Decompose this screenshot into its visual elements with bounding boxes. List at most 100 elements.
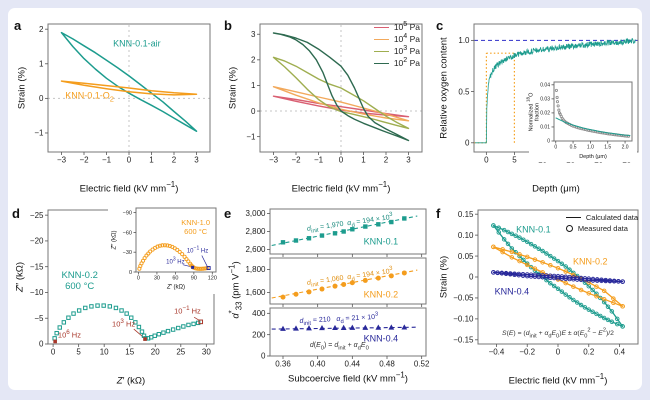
svg-text:−0.05: −0.05: [453, 294, 474, 303]
svg-text:0: 0: [554, 144, 557, 150]
legend-label: 105 Pa: [393, 20, 420, 32]
panel-letter-e: e: [224, 206, 232, 221]
axis-label-y-d: Z″ (kΩ): [14, 262, 26, 292]
axis-label-y-ci: Normalized 18O fraction: [525, 92, 541, 131]
svg-text:10: 10: [100, 348, 109, 357]
svg-text:0.01: 0.01: [540, 125, 550, 131]
svg-text:−30: −30: [123, 250, 132, 256]
svg-text:−1: −1: [246, 132, 256, 141]
svg-text:0.15: 0.15: [458, 210, 474, 219]
circle-swatch-icon: [565, 225, 573, 232]
svg-text:0: 0: [484, 156, 489, 165]
legend-item: Measured data: [565, 224, 638, 233]
axis-label-y-c: Relative oxygen content: [438, 37, 450, 139]
svg-text:3: 3: [194, 156, 199, 165]
svg-text:1: 1: [39, 60, 44, 69]
svg-text:−1: −1: [102, 156, 112, 165]
svg-text:1,800: 1,800: [245, 265, 266, 274]
legend-item: Calculated data: [565, 213, 638, 222]
svg-text:1,600: 1,600: [245, 288, 266, 297]
annotation-a: KNN-0.1-O2: [65, 90, 114, 104]
svg-text:2: 2: [172, 156, 177, 165]
svg-text:0: 0: [261, 352, 266, 361]
svg-text:30: 30: [202, 348, 211, 357]
svg-text:1: 1: [149, 156, 154, 165]
axis-label-x-b: Electric field (kV mm−1): [291, 179, 391, 194]
annotation-f: S(E) = (dinit + αdE0)E ± α(E02 − E2)/2: [502, 327, 614, 339]
axis-label-x-d: Z′ (kΩ): [116, 374, 146, 386]
svg-text:200: 200: [252, 330, 266, 339]
panel-c-inset: 0 0.5 1.0 1.5 2.0 0 0.01 0.02 0.03 0.04 Depth (μm…: [525, 74, 637, 162]
legend-item: 103 Pa: [373, 45, 420, 56]
axis-label-subcoercive-field: Subcoercive field (kV mm−1): [288, 370, 408, 385]
svg-text:2: 2: [39, 25, 44, 34]
svg-text:2,800: 2,800: [245, 227, 266, 236]
svg-text:2.0: 2.0: [622, 144, 629, 150]
svg-text:−60: −60: [123, 230, 132, 236]
line-swatch-icon: [373, 38, 389, 40]
annotation-di: 103 Hz: [166, 256, 185, 266]
svg-text:1: 1: [361, 156, 366, 165]
svg-text:2: 2: [251, 56, 256, 65]
svg-text:0.2: 0.2: [583, 348, 595, 357]
svg-text:0: 0: [465, 139, 470, 148]
panel-letter-a: a: [14, 18, 22, 33]
panel-letter-d: d: [12, 206, 20, 221]
annotation-a: KNN-0.1-air: [113, 38, 161, 49]
chart-e-knn01: 2,600 2,800 3,000: [245, 208, 427, 257]
svg-text:0.44: 0.44: [345, 360, 361, 369]
chart-e-knn04: 0.36 0.40 0.44 0.48 0.52 0 200 400: [252, 307, 430, 369]
legend-f: Calculated data Measured data: [565, 213, 638, 233]
legend-label: Measured data: [577, 224, 628, 233]
axis-label-x-f: Electric field (kV mm−1): [508, 371, 608, 386]
svg-text:0.05: 0.05: [458, 252, 474, 261]
chart-c-inset-18O-fraction: 0 0.5 1.0 1.5 2.0 0 0.01 0.02 0.03 0.04: [540, 81, 633, 150]
annotation-di: KNN-1.0 600 °C: [181, 218, 211, 237]
svg-text:−15: −15: [30, 262, 44, 271]
axis-label-x-c: Depth (μm): [532, 182, 580, 194]
svg-text:0: 0: [251, 107, 256, 116]
panel-d: d 0 5 10 15 20 25 30 0 −5 −10 −15 −20 −25 0 30 60 90 120…: [10, 198, 222, 390]
svg-text:0: 0: [339, 156, 344, 165]
svg-text:−3: −3: [57, 156, 67, 165]
svg-text:0.5: 0.5: [458, 87, 470, 96]
svg-text:0.52: 0.52: [414, 360, 430, 369]
panel-e: e d*33 (pm V−1) Subcoercive field (kV mm…: [222, 198, 434, 390]
panel-c: c 051015202500.51.0 00.51.01.52.000.010.…: [434, 10, 646, 198]
svg-text:2,600: 2,600: [245, 245, 266, 254]
line-swatch-icon: [565, 217, 581, 218]
line-swatch-icon: [373, 62, 389, 64]
panel-d-inset: 0 30 60 90 120 0 −30 −60 −90 KNN-1.0 600 °C 103 Hz…: [108, 204, 220, 294]
axis-label-d33: d*33 (pm V−1): [227, 261, 244, 319]
svg-text:0.5: 0.5: [570, 144, 577, 150]
svg-text:5: 5: [76, 348, 81, 357]
line-swatch-icon: [373, 26, 389, 28]
legend-label: Calculated data: [585, 213, 638, 222]
annotation-d: 103 Hz: [112, 318, 136, 329]
svg-text:−5: −5: [34, 314, 44, 323]
svg-text:30: 30: [154, 276, 160, 282]
legend-label: 102 Pa: [393, 56, 420, 68]
svg-text:3: 3: [406, 156, 411, 165]
svg-text:1: 1: [251, 81, 256, 90]
annotation-d: KNN-0.2 600 °C: [61, 269, 98, 293]
figure-card: a −3 −2 −1 0 1 2 3 −1 0 1 2 KNN-0.1-air KNN-0.1-O2 E…: [8, 8, 642, 390]
svg-text:5: 5: [512, 156, 517, 165]
annotation-f: KNN-0.4: [494, 286, 530, 297]
svg-text:0.4: 0.4: [614, 348, 626, 357]
legend-b: 105 Pa 104 Pa 103 Pa 102 Pa: [373, 20, 420, 68]
svg-text:120: 120: [208, 276, 217, 282]
annotation-e1: KNN-0.1: [363, 236, 399, 247]
annotation-d: 10−1 Hz: [174, 305, 201, 316]
axis-label-y-di: Z″ (kΩ): [111, 230, 118, 250]
legend-label: 104 Pa: [393, 32, 420, 44]
svg-text:0: 0: [137, 276, 140, 282]
annotation-f: KNN-0.1: [516, 224, 551, 235]
chart-d-inset-impedance: 0 30 60 90 120 0 −30 −60 −90: [123, 207, 217, 282]
svg-text:0.36: 0.36: [275, 360, 291, 369]
chart-a-strain-vs-field: −3 −2 −1 0 1 2 3 −1 0 1 2: [34, 23, 211, 165]
panel-letter-b: b: [224, 18, 232, 33]
svg-text:0: 0: [547, 139, 550, 145]
svg-text:15: 15: [125, 348, 134, 357]
